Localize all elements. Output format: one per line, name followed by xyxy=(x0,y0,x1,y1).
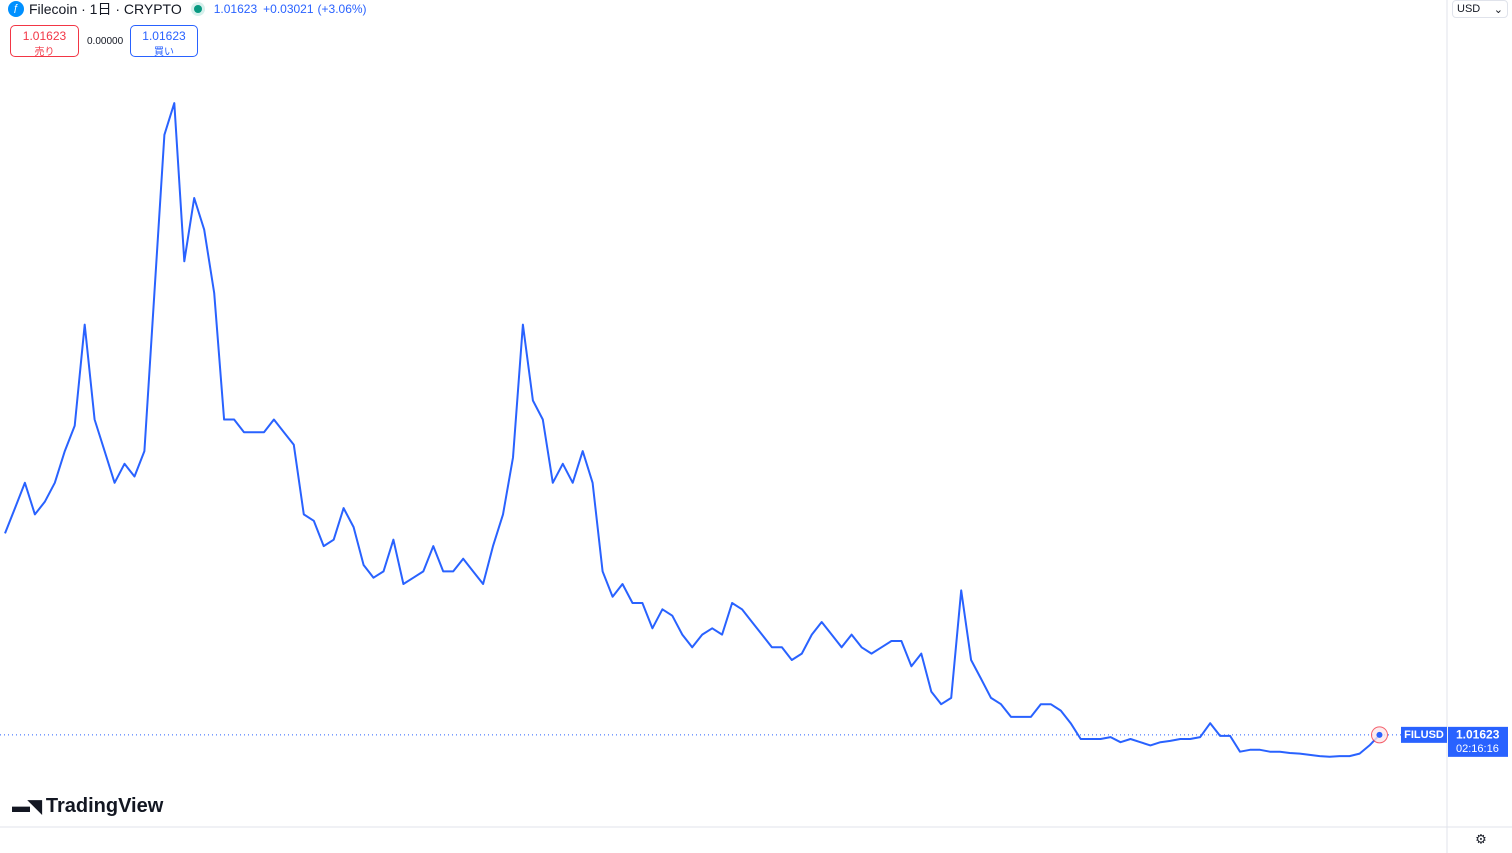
brand-logo: ▬◥ xyxy=(12,796,42,816)
status-dot xyxy=(193,5,202,13)
last-point xyxy=(1376,731,1383,738)
price-tag xyxy=(1448,726,1508,757)
price: 1.01623 xyxy=(213,2,258,16)
brand-name: TradingView xyxy=(45,795,164,817)
sell-label: 売り xyxy=(34,47,55,58)
buy-label: 買い xyxy=(154,47,174,58)
price-tag-label: 1.01623 xyxy=(1456,728,1500,742)
change: +0.03021 xyxy=(263,2,314,16)
price-line xyxy=(4,102,1381,758)
symbol[interactable]: Filecoin · 1日 · CRYPTO xyxy=(29,1,182,17)
symbol-tag xyxy=(1401,726,1447,743)
spread: 0.00000 xyxy=(87,36,124,47)
change-pct: (+3.06%) xyxy=(317,2,367,16)
dropdown-arrow: ⌄ xyxy=(1493,4,1503,16)
buy-price: 1.01623 xyxy=(142,29,186,43)
sell-price: 1.01623 xyxy=(22,29,67,43)
brand: ▬◥ TradingView xyxy=(12,795,163,818)
buy-button[interactable]: 1.01623 買い xyxy=(130,25,198,58)
currency-selector[interactable]: USD ⌄ xyxy=(1452,0,1508,18)
coin-icon: ƒ xyxy=(8,1,24,17)
settings-icon[interactable]: ⚙ xyxy=(1475,831,1487,846)
currency: USD xyxy=(1457,3,1481,15)
symbol-name: FILUSD xyxy=(1404,729,1444,741)
header: ƒ Filecoin · 1日 · CRYPTO 1.01623 +0.0302… xyxy=(8,0,367,18)
sell-button[interactable]: 1.01623 売り xyxy=(10,25,79,58)
countdown: 02:16:16 xyxy=(1456,743,1499,755)
